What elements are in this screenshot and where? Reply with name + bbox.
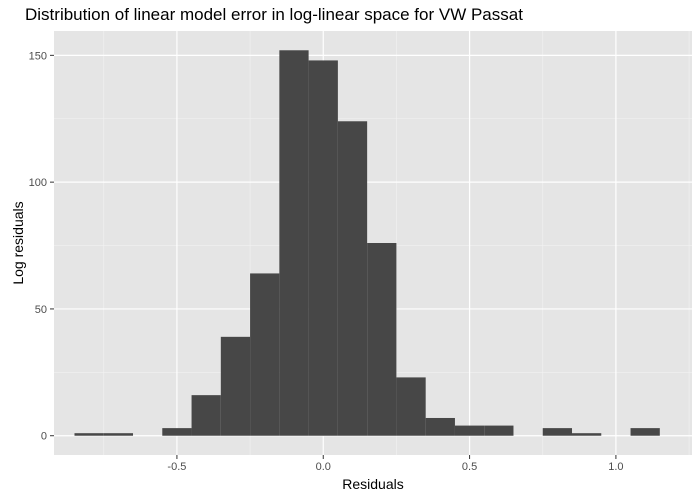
- y-tick-label: 100: [29, 177, 47, 189]
- x-tick-label: 0.0: [316, 461, 331, 473]
- x-tick-label: -0.5: [167, 461, 186, 473]
- bars-layer: [74, 50, 660, 436]
- y-tick-label: 50: [35, 304, 47, 316]
- x-tick-label: 0.5: [462, 461, 477, 473]
- y-tick-label: 0: [41, 431, 47, 443]
- x-axis-title: Residuals: [342, 476, 403, 492]
- histogram-bar: [396, 377, 426, 436]
- axes-layer: -0.5 0.0 0.5 1.0 0 50 100 150: [29, 50, 624, 473]
- histogram-bar: [454, 425, 485, 436]
- histogram-bar: [191, 395, 221, 436]
- histogram-bar: [220, 336, 251, 436]
- histogram-bar: [542, 428, 573, 436]
- histogram-bar: [279, 50, 309, 436]
- histogram-bar: [337, 121, 368, 436]
- histogram-bar: [250, 273, 280, 436]
- chart-title: Distribution of linear model error in lo…: [25, 5, 523, 24]
- y-axis-title: Log residuals: [10, 201, 26, 284]
- y-tick-label: 150: [29, 50, 47, 62]
- histogram-bar: [74, 433, 104, 436]
- x-tick-label: 1.0: [608, 461, 623, 473]
- histogram-bar: [484, 425, 514, 436]
- histogram-bar: [425, 417, 455, 436]
- histogram-bar: [103, 433, 134, 436]
- histogram-bar: [162, 428, 192, 436]
- histogram-bar: [630, 428, 660, 436]
- histogram-bar: [367, 243, 397, 436]
- histogram-bar: [308, 60, 338, 436]
- histogram-bar: [572, 433, 602, 436]
